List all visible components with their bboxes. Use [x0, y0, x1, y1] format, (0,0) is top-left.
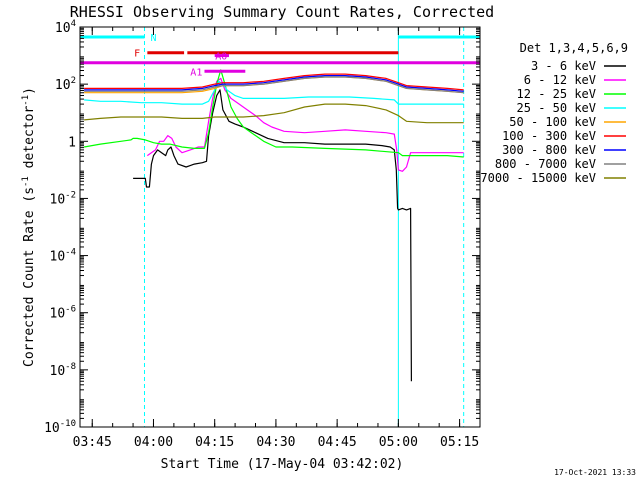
- flag-label-n: N: [150, 33, 156, 44]
- x-tick-label-1: 04:00: [134, 435, 173, 450]
- y-tick-label-5: 10-6: [50, 305, 77, 322]
- series-line-7: [84, 76, 464, 94]
- x-tick-label-0: 03:45: [73, 435, 112, 450]
- chart-title: RHESSI Observing Summary Count Rates, Co…: [70, 3, 494, 21]
- flag-label-a1: A1: [190, 67, 202, 78]
- x-tick-label-2: 04:15: [195, 435, 234, 450]
- series-line-5: [84, 73, 464, 91]
- legend-label-3: 25 - 50 keV: [517, 101, 596, 115]
- flag-label-a0: A0: [215, 52, 227, 63]
- plot-content: NF A1 A0: [79, 27, 480, 427]
- y-tick-label-3: 10-2: [50, 190, 77, 207]
- series-line-0: [133, 89, 412, 382]
- y-axis-label-main: Corrected Count Rate (s: [22, 187, 37, 367]
- y-tick-label-2: 1: [68, 135, 76, 150]
- series-line-2: [83, 69, 464, 158]
- y-tick-label-1: 102: [55, 76, 76, 93]
- footer-timestamp: 17-Oct-2021 13:33: [554, 468, 636, 477]
- series-line-6: [84, 74, 464, 92]
- y-axis-label-exp2: -1: [21, 95, 31, 106]
- flag-label-f: F: [134, 49, 140, 60]
- y-axis-label: Corrected Count Rate (s-1 detector-1): [21, 87, 37, 367]
- y-axis-label-exp: -1: [21, 176, 31, 187]
- y-axis-label-mid: detector: [22, 106, 37, 177]
- series-line-1: [146, 77, 464, 172]
- x-axis: 03:45 04:00 04:15 04:30 04:45 05:00 05:15: [73, 27, 481, 450]
- legend-label-2: 12 - 25 keV: [517, 87, 596, 101]
- x-tick-label-6: 05:15: [440, 435, 479, 450]
- series-line-8: [84, 103, 464, 124]
- y-tick-label-6: 10-8: [50, 362, 77, 379]
- y-tick-label-0: 104: [55, 19, 76, 36]
- legend-label-0: 3 - 6 keV: [531, 59, 596, 73]
- plot-frame: [79, 26, 481, 428]
- legend-label-4: 50 - 100 keV: [509, 115, 596, 129]
- x-tick-label-4: 04:45: [318, 435, 357, 450]
- series-line-3: [84, 80, 464, 105]
- legend-label-6: 300 - 800 keV: [502, 143, 596, 157]
- legend-label-8: 7000 - 15000 keV: [480, 171, 596, 185]
- x-tick-label-5: 05:00: [379, 435, 418, 450]
- legend-label-1: 6 - 12 keV: [524, 73, 596, 87]
- y-axis: 104 102 1 10-2 10-4 10-6 10-8 10-10: [44, 19, 480, 436]
- y-axis-label-end: ): [22, 87, 37, 95]
- legend-label-5: 100 - 300 keV: [502, 129, 596, 143]
- y-tick-label-4: 10-4: [50, 248, 77, 265]
- legend-label-7: 800 - 7000 keV: [495, 157, 596, 171]
- legend-title: Det 1,3,4,5,6,9: [520, 41, 628, 55]
- x-axis-label: Start Time (17-May-04 03:42:02): [161, 457, 404, 472]
- x-tick-label-3: 04:30: [256, 435, 295, 450]
- y-tick-label-7: 10-10: [44, 419, 76, 436]
